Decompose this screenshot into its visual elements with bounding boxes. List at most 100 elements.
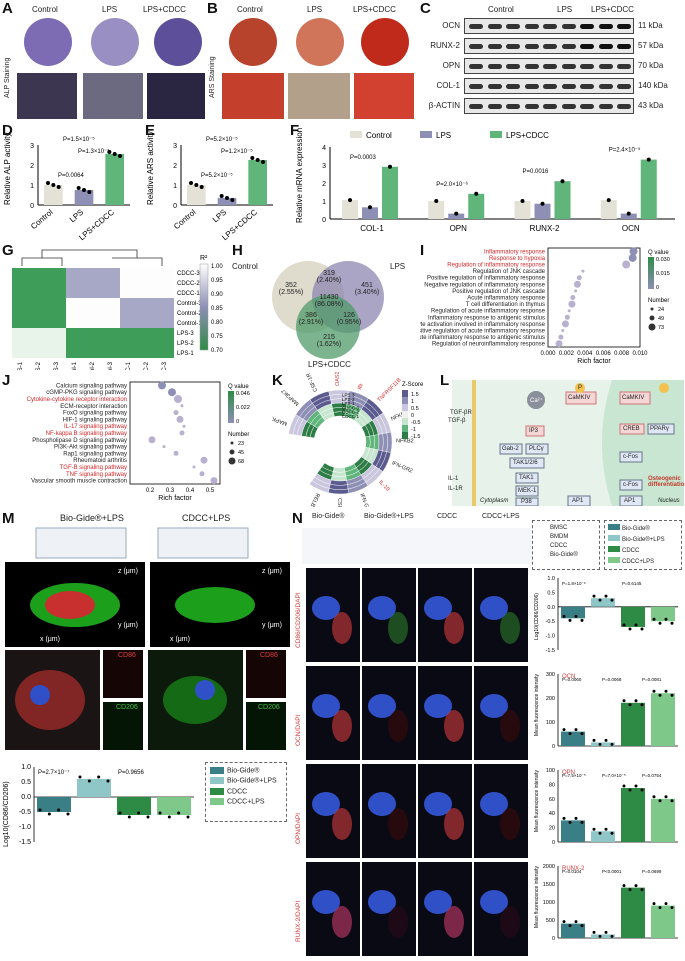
data-point (82, 188, 86, 192)
venn-set-label: LPS (390, 262, 406, 271)
node-label: IL-1R (448, 486, 463, 492)
dot (622, 260, 631, 269)
gene-label: IFN-GR1 (358, 493, 372, 507)
p-annotation: P=7.5×10⁻⁵ (562, 773, 586, 778)
col-label: Control-2 (90, 361, 96, 370)
p38-node (515, 497, 539, 506)
heat-cell (156, 328, 174, 338)
blot-kda: 11 kDa (638, 21, 663, 30)
p-annotation: P=0.9656 (118, 770, 145, 776)
panel-i: I Inflammatory response Response to hypox… (420, 242, 685, 370)
x-tick: RUNX-2 (530, 224, 560, 233)
data-point (580, 924, 584, 928)
dot (570, 295, 576, 300)
group-label: LPS+CDCC (143, 5, 186, 14)
heat-cell (156, 288, 174, 298)
data-point (652, 902, 656, 906)
nucleus-blue (480, 792, 508, 816)
heat-cell (30, 328, 48, 338)
heat-cell (102, 288, 120, 298)
panel-label: M (2, 510, 15, 527)
n-charts: 1.0 0.5 0.0 -0.5 -1.0 -1.5 P=1.8×10⁻⁶ P=0.6145 L… (534, 576, 678, 942)
size-key (229, 449, 235, 455)
group-title: Bio-Gide®+LPS (364, 513, 414, 520)
nucleus-blue (424, 694, 452, 718)
well-image (229, 18, 277, 66)
axis-label: x (μm) (170, 636, 190, 643)
node-label: CaMKIV (622, 395, 645, 401)
group-title: CDCC (437, 513, 458, 520)
nucleus-blue (480, 890, 508, 914)
term-label: IL-17 signaling pathway (64, 424, 127, 430)
heat-cell (102, 328, 120, 338)
data-point (56, 185, 61, 189)
data-point (592, 930, 596, 934)
z-swatch (402, 432, 408, 439)
plcg-node (525, 443, 549, 455)
marker-signal (332, 710, 352, 742)
marker-signal (332, 612, 352, 644)
group-label: LPS+CDCC (591, 5, 634, 14)
m-ratio-chart: 1.0 0.5 0.0 -0.5 -1.0 -1.5 P=2.7×10⁻⁷ P=0.9656 L… (3, 764, 194, 847)
gene-label: OAS2 (335, 372, 341, 386)
phospho-node (659, 383, 669, 393)
well-image (361, 18, 409, 66)
venn-count: 126 (0.95%) (336, 312, 362, 326)
bar (620, 213, 637, 219)
axis-label: y (μm) (118, 622, 138, 629)
dot (558, 334, 564, 340)
panel-label: G (2, 242, 14, 259)
y-tick: 2000 (543, 864, 555, 870)
data-point (604, 738, 608, 742)
data-point (158, 811, 162, 815)
marker-signal (388, 808, 408, 840)
data-point (434, 199, 439, 203)
well-image (91, 18, 139, 66)
row-label: OCN/DAPI (295, 714, 302, 746)
bar (382, 166, 398, 219)
p-annotation: P=1.8×10⁻⁶ (562, 581, 586, 586)
data-point (580, 618, 584, 622)
row-label: Control-1 (177, 321, 202, 327)
term-label: PI3K-Akt signaling pathway (54, 445, 127, 451)
alp-staining-images (17, 18, 205, 119)
legend-text: Bio-Gide®+LPS (622, 537, 665, 543)
panel-j: J Calcium signaling pathway cGMP-PKG sign… (0, 372, 270, 507)
heat-cell (30, 278, 48, 288)
panel-label: N (292, 510, 303, 527)
heat-cell (30, 308, 48, 318)
data-point (106, 779, 110, 783)
bar (468, 193, 485, 219)
heat-cell (138, 308, 156, 318)
heat-cell (48, 298, 66, 308)
row-label: OPN/DAPI (295, 813, 302, 844)
legend-text: Bio-Gide® (227, 767, 260, 775)
heat-cell (138, 268, 156, 278)
data-point (127, 815, 131, 819)
x-label: Rich factor (158, 495, 192, 502)
data-point (177, 811, 181, 815)
legend-text: Control (366, 131, 392, 140)
y-label: Log10(CD86/CD206) (3, 781, 10, 847)
p-annotation: P=0.0104 (562, 869, 582, 874)
data-point (562, 920, 566, 924)
y-tick: 1 (322, 199, 326, 206)
heat-cell (120, 278, 138, 288)
nucleus-blue (312, 596, 340, 620)
marker-signal (500, 808, 520, 840)
marker-label: OPN (562, 770, 575, 776)
stain-side-label: ARS Staining (209, 56, 216, 98)
venn-diagram (272, 261, 384, 359)
venn-set-label: LPS+CDCC (308, 360, 351, 369)
data-point (568, 618, 572, 622)
term-label: Response to hypoxia (489, 256, 546, 262)
heat-cell (156, 348, 174, 358)
color-scale (199, 263, 209, 351)
data-point (57, 808, 61, 812)
gene-label: CSF-1R (306, 372, 320, 392)
data-point (47, 812, 51, 816)
axis-label: y (μm) (262, 622, 282, 629)
scale-tick: 1.00 (211, 264, 223, 270)
